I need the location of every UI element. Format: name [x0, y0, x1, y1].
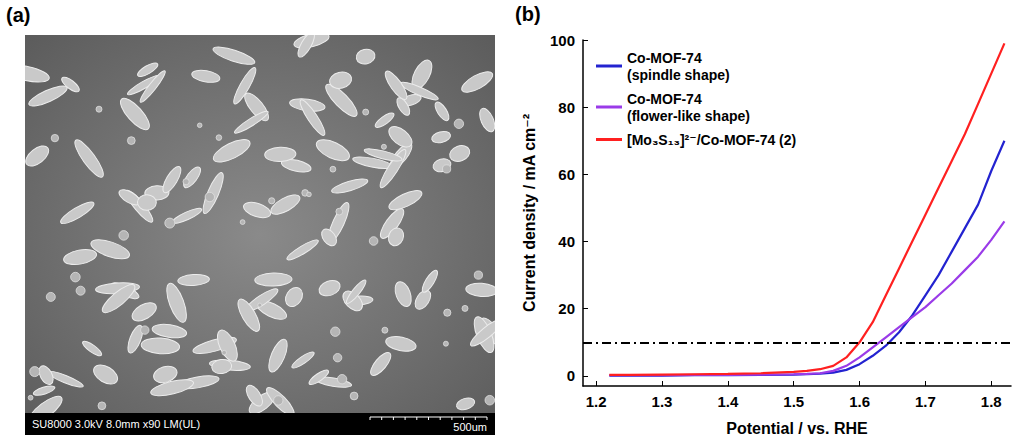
svg-text:(spindle shape): (spindle shape) [627, 67, 730, 83]
svg-text:80: 80 [558, 99, 575, 116]
svg-text:[Mo₃S₁₃]²⁻/Co-MOF-74 (2): [Mo₃S₁₃]²⁻/Co-MOF-74 (2) [627, 132, 796, 148]
svg-text:(b): (b) [515, 3, 541, 25]
svg-text:Co-MOF-74: Co-MOF-74 [627, 91, 702, 107]
svg-text:40: 40 [558, 233, 575, 250]
svg-text:Potential / vs. RHE: Potential / vs. RHE [726, 420, 868, 437]
svg-text:500um: 500um [453, 421, 487, 433]
svg-text:20: 20 [558, 300, 575, 317]
svg-text:60: 60 [558, 166, 575, 183]
svg-text:1.8: 1.8 [981, 393, 1002, 410]
svg-text:Co-MOF-74: Co-MOF-74 [627, 50, 702, 66]
svg-text:100: 100 [550, 32, 575, 49]
svg-text:1.6: 1.6 [849, 393, 870, 410]
svg-text:1.4: 1.4 [717, 393, 739, 410]
svg-text:(flower-like shape): (flower-like shape) [627, 108, 750, 124]
svg-text:0: 0 [567, 367, 575, 384]
svg-text:1.7: 1.7 [915, 393, 936, 410]
svg-text:1.2: 1.2 [586, 393, 607, 410]
svg-text:1.3: 1.3 [652, 393, 673, 410]
svg-text:SU8000 3.0kV 8.0mm x90 LM(UL): SU8000 3.0kV 8.0mm x90 LM(UL) [32, 418, 200, 430]
svg-text:Current density / mA cm⁻²: Current density / mA cm⁻² [521, 114, 538, 312]
svg-text:1.5: 1.5 [783, 393, 804, 410]
svg-text:(a): (a) [6, 4, 30, 26]
